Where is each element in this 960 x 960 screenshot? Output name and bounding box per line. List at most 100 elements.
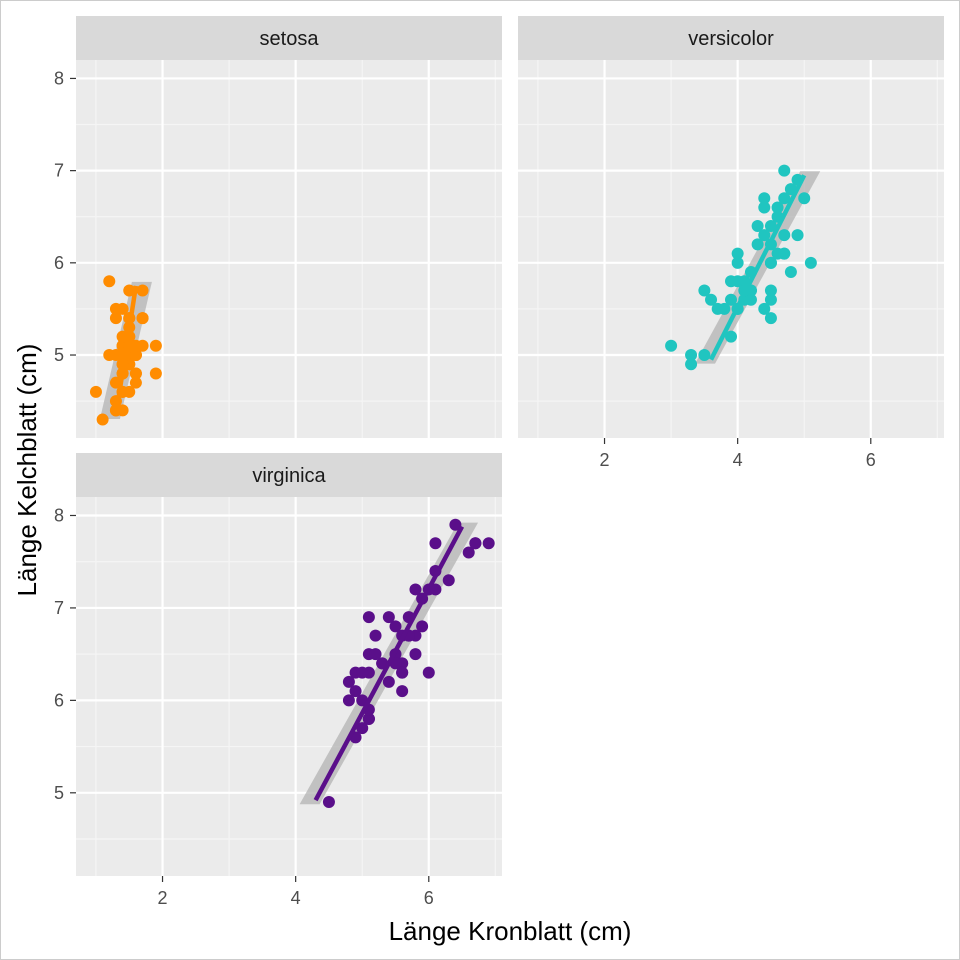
strip-label-setosa: setosa (260, 28, 320, 50)
data-point-setosa (136, 284, 149, 297)
data-point-versicolor (771, 201, 784, 214)
data-point-virginica (342, 675, 355, 688)
data-point-versicolor (778, 164, 791, 177)
data-point-versicolor (698, 349, 711, 362)
data-point-versicolor (758, 302, 771, 315)
data-point-versicolor (764, 284, 777, 297)
data-point-virginica (356, 666, 369, 679)
y-axis-title: Länge Kelchblatt (cm) (12, 344, 42, 597)
data-point-virginica (369, 648, 382, 661)
data-point-setosa (129, 339, 142, 352)
data-point-virginica (322, 796, 335, 809)
data-point-setosa (89, 385, 102, 398)
data-point-versicolor (731, 256, 744, 269)
data-point-setosa (129, 367, 142, 380)
panel-virginica: virginica (76, 453, 502, 876)
x-tick-label: 4 (291, 888, 301, 908)
panel-background (518, 60, 944, 438)
data-point-versicolor (751, 219, 764, 232)
data-point-versicolor (764, 312, 777, 325)
data-point-virginica (349, 685, 362, 698)
data-point-virginica (382, 611, 395, 624)
data-point-versicolor (711, 302, 724, 315)
data-point-versicolor (758, 229, 771, 242)
data-point-versicolor (698, 284, 711, 297)
x-tick-label: 4 (733, 450, 743, 470)
regression-line-setosa (113, 285, 139, 416)
y-tick-label: 5 (54, 783, 64, 803)
data-point-versicolor (764, 293, 777, 306)
x-axis-ticks: 2 4 6 2 4 6 (158, 438, 876, 908)
data-point-versicolor (725, 330, 737, 343)
data-point-setosa (96, 413, 109, 426)
data-point-versicolor (731, 247, 744, 260)
panel-setosa: setosa (76, 16, 502, 438)
panel-background (76, 497, 502, 876)
data-point-versicolor (764, 219, 777, 232)
data-point-versicolor (791, 229, 804, 242)
y-tick-label: 5 (54, 345, 64, 365)
data-point-virginica (362, 611, 375, 624)
y-tick-label: 7 (54, 161, 64, 181)
data-point-versicolor (685, 358, 698, 371)
strip-virginica (76, 453, 502, 497)
data-point-virginica (369, 629, 382, 642)
y-tick-label: 7 (54, 598, 64, 618)
data-point-virginica (422, 666, 435, 679)
data-point-versicolor (725, 293, 737, 306)
strip-label-virginica: virginica (252, 465, 326, 487)
data-point-virginica (342, 694, 355, 707)
data-point-virginica (362, 712, 375, 725)
panel-versicolor: versicolor (518, 16, 944, 438)
x-axis-title: Länge Kronblatt (cm) (389, 916, 632, 946)
data-point-virginica (382, 675, 395, 688)
regression-line-versicolor (709, 174, 807, 361)
data-point-setosa (149, 367, 162, 380)
data-point-setosa (123, 284, 136, 297)
data-point-versicolor (784, 266, 797, 279)
data-point-versicolor (751, 238, 764, 251)
data-point-setosa (129, 349, 142, 362)
x-tick-label: 2 (158, 888, 168, 908)
data-point-versicolor (758, 192, 771, 205)
data-point-virginica (356, 722, 369, 735)
data-point-versicolor (798, 192, 811, 205)
x-tick-label: 6 (866, 450, 876, 470)
regression-line-virginica (313, 525, 465, 802)
x-tick-label: 2 (600, 450, 610, 470)
data-point-virginica (396, 666, 409, 679)
data-point-virginica (389, 620, 402, 633)
data-point-virginica (396, 685, 409, 698)
data-point-versicolor (665, 339, 678, 352)
x-tick-label: 6 (424, 888, 434, 908)
data-point-versicolor (744, 293, 757, 306)
data-point-virginica (462, 546, 475, 559)
y-tick-label: 8 (54, 505, 64, 525)
data-point-virginica (416, 620, 429, 633)
data-point-versicolor (764, 256, 777, 269)
data-point-virginica (442, 574, 455, 587)
data-point-setosa (149, 339, 162, 352)
data-point-versicolor (804, 256, 817, 269)
data-point-setosa (109, 302, 122, 315)
data-point-setosa (103, 275, 116, 288)
data-point-versicolor (778, 192, 791, 205)
data-point-virginica (429, 537, 442, 550)
data-point-virginica (482, 537, 495, 550)
data-point-virginica (449, 518, 462, 531)
y-tick-label: 8 (54, 68, 64, 88)
panel-background (76, 60, 502, 438)
strip-setosa (76, 16, 502, 60)
data-point-versicolor (685, 349, 698, 362)
panels-layer: setosa versicolor virginica (76, 16, 944, 876)
data-point-setosa (109, 312, 122, 325)
data-point-versicolor (778, 229, 791, 242)
y-axis-ticks: 5 6 7 8 5 6 7 8 (54, 68, 76, 803)
data-point-versicolor (758, 201, 771, 214)
data-point-setosa (136, 312, 149, 325)
data-point-versicolor (771, 247, 784, 260)
data-point-versicolor (731, 275, 744, 288)
y-tick-label: 6 (54, 690, 64, 710)
strip-versicolor (518, 16, 944, 60)
